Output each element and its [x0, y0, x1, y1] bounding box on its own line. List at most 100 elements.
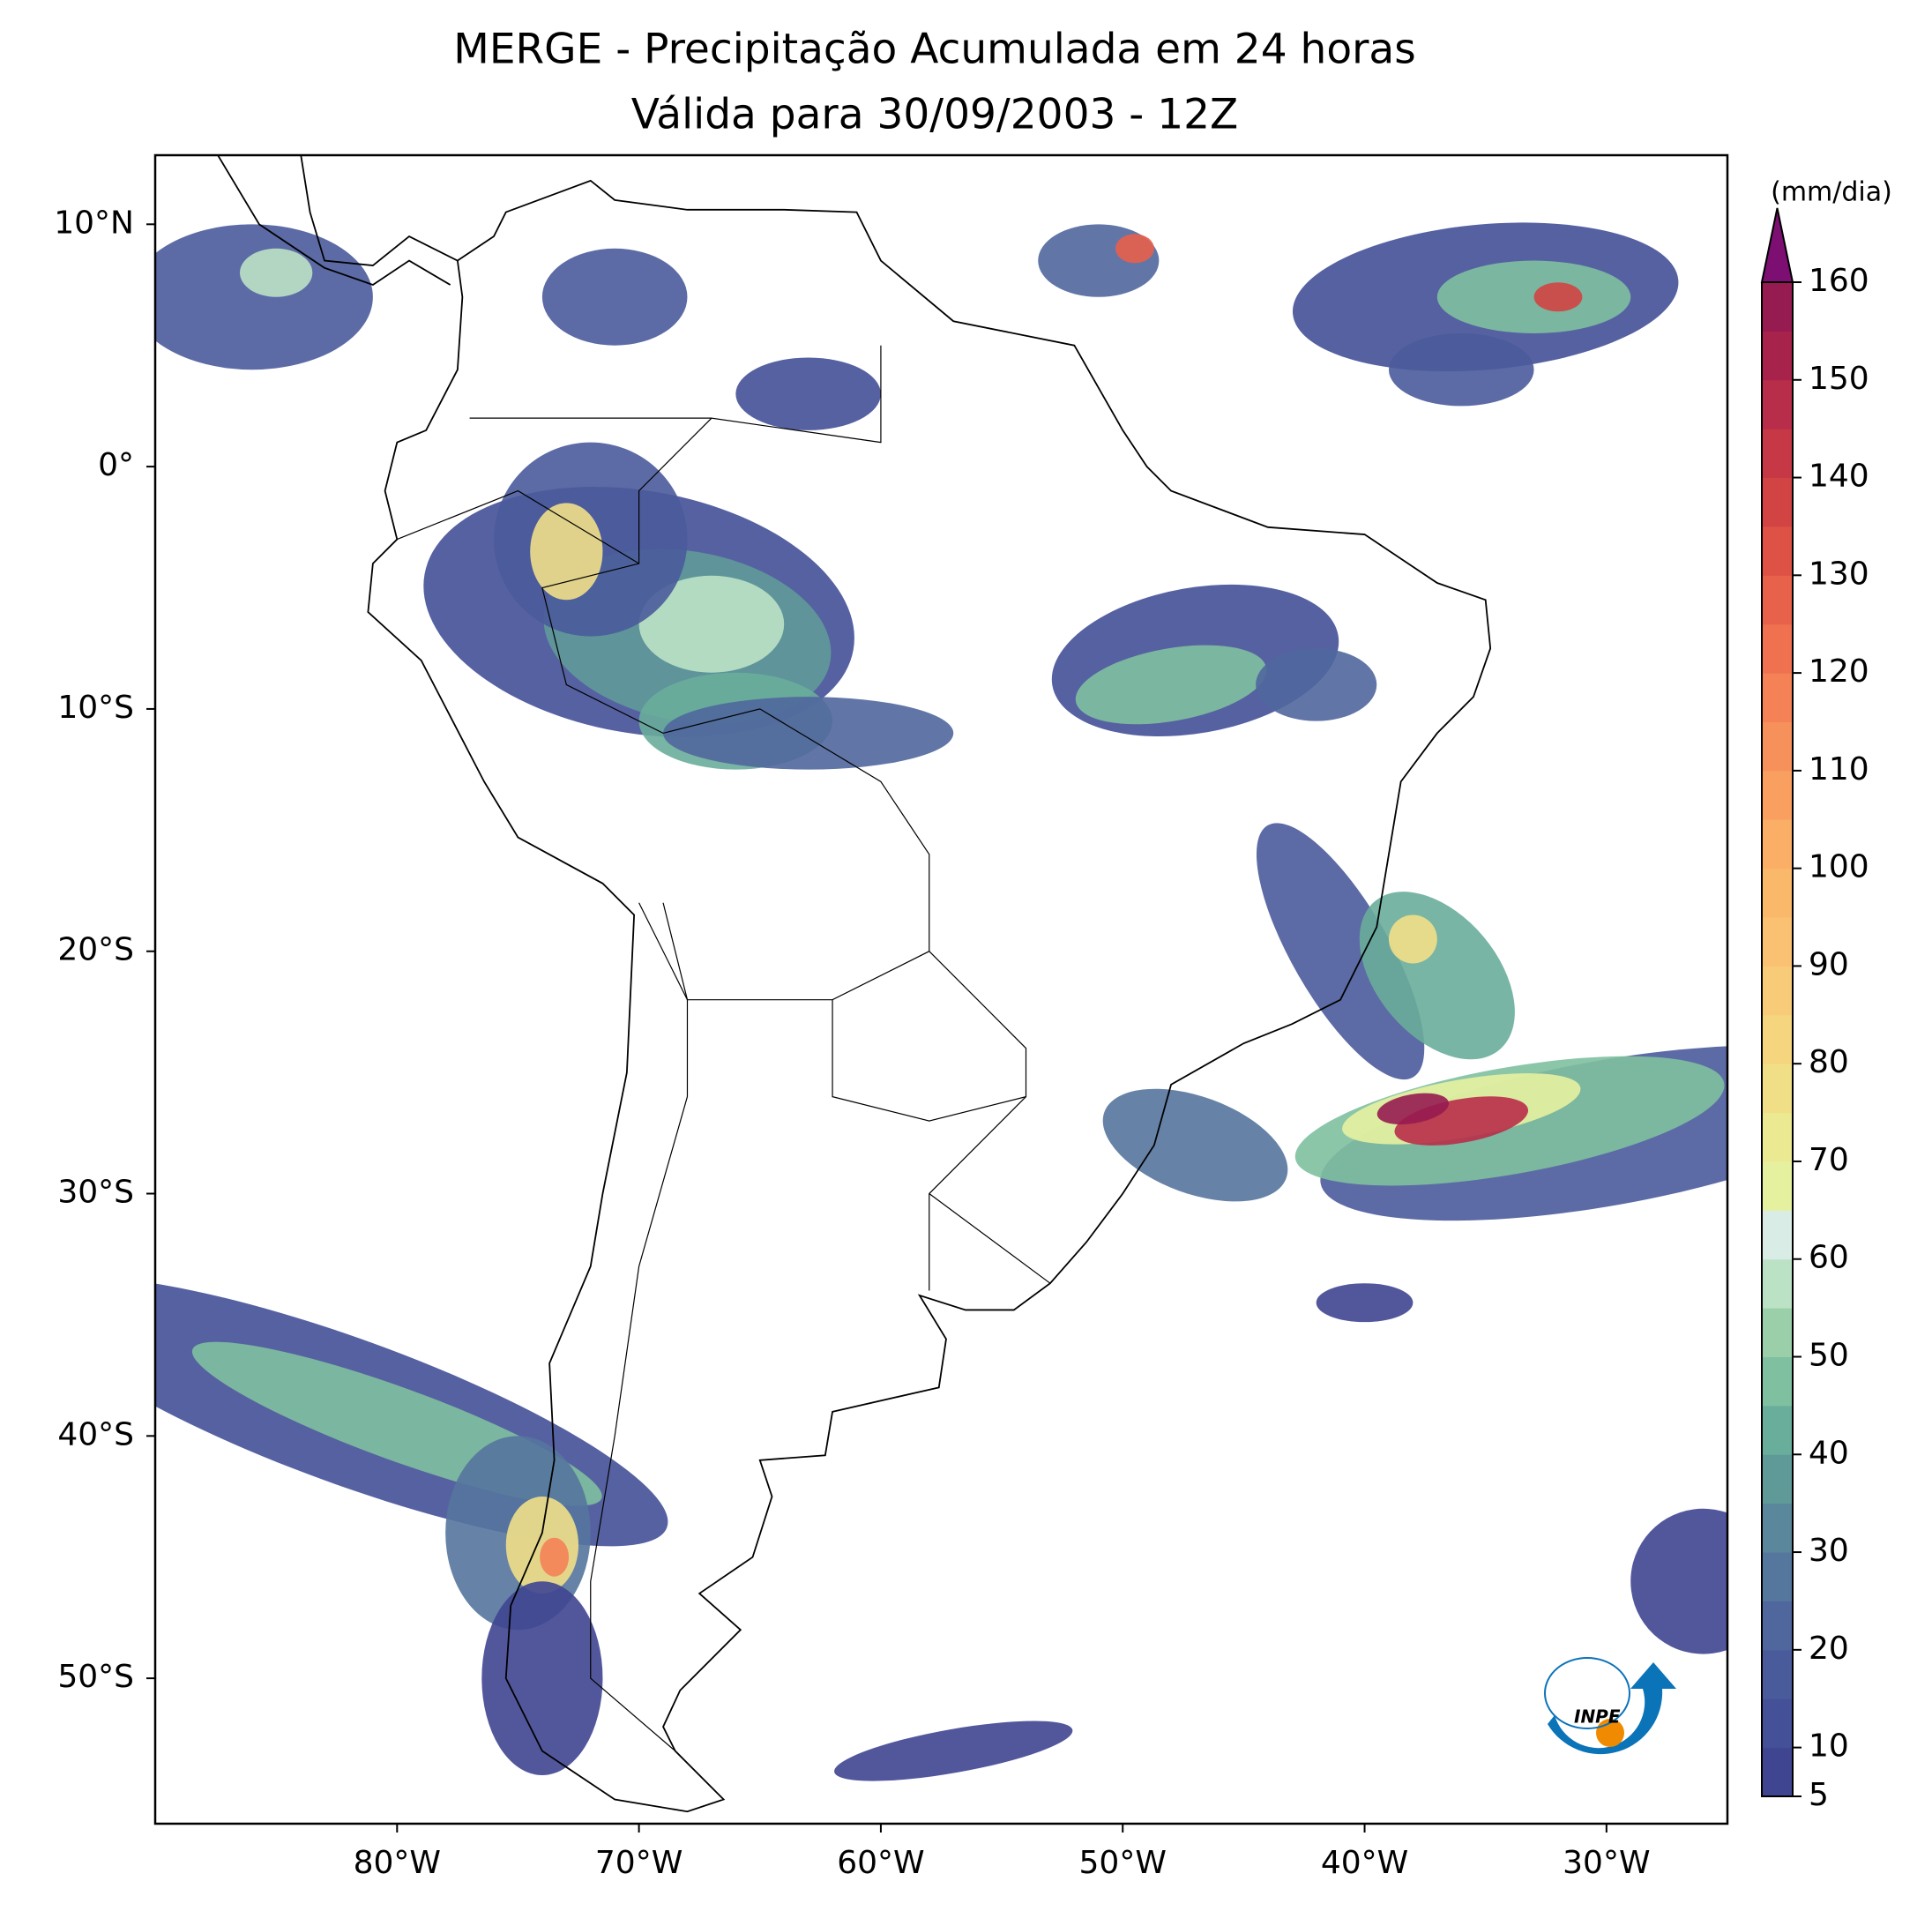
y-tick-label: 0°	[98, 447, 134, 483]
precip-area	[735, 357, 881, 430]
logo-ring	[1544, 1657, 1630, 1729]
x-tick-label: 30°W	[1563, 1845, 1650, 1881]
precip-area	[834, 1721, 1073, 1781]
precip-area	[1102, 1088, 1288, 1202]
precip-area	[481, 1581, 603, 1776]
colorbar-tick-label: 5	[1809, 1777, 1829, 1813]
x-tick-label: 50°W	[1079, 1845, 1167, 1881]
colorbar-tick-label: 10	[1809, 1728, 1849, 1765]
precip-area	[240, 248, 313, 297]
colorbar-tick-label: 50	[1809, 1338, 1849, 1374]
colorbar-band	[1762, 917, 1793, 967]
precip-area	[1256, 823, 1425, 1080]
x-tick-label: 70°W	[595, 1845, 683, 1881]
colorbar-band	[1762, 1356, 1793, 1407]
colorbar-band	[1762, 379, 1793, 429]
colorbar-tick-label: 70	[1809, 1142, 1849, 1178]
y-tick-label: 30°S	[57, 1175, 134, 1211]
colorbar-band	[1762, 1258, 1793, 1309]
x-tick-label: 60°W	[837, 1845, 924, 1881]
colorbar-tick-label: 60	[1809, 1240, 1849, 1276]
colorbar-tick-label: 150	[1809, 361, 1869, 397]
border	[541, 345, 930, 1001]
precip-area	[1075, 645, 1267, 725]
logo-text: INPE	[1574, 1706, 1621, 1728]
colorbar-band	[1762, 1112, 1793, 1162]
colorbar-band	[1762, 819, 1793, 870]
colorbar-band	[1762, 1503, 1793, 1553]
colorbar-band	[1762, 1454, 1793, 1504]
colorbar-band	[1762, 868, 1793, 918]
precip-area	[1115, 234, 1154, 264]
colorbar-band	[1762, 1747, 1793, 1797]
coastline	[300, 155, 1492, 1813]
inpe-logo: INPE	[1544, 1657, 1676, 1755]
colorbar-band	[1762, 526, 1793, 576]
y-tick-label: 10°S	[57, 690, 134, 726]
border	[929, 1193, 1051, 1284]
coastline	[216, 155, 451, 287]
colorbar-tick-label: 110	[1809, 751, 1869, 788]
colorbar-tick-label: 160	[1809, 263, 1869, 299]
precip-area	[1316, 1283, 1414, 1323]
colorbar-tick-label: 120	[1809, 653, 1869, 690]
precip-area	[1376, 1093, 1450, 1125]
colorbar-band	[1762, 282, 1793, 332]
colorbar-band	[1762, 1308, 1793, 1358]
colorbar-band	[1762, 331, 1793, 381]
precip-area	[638, 575, 785, 673]
colorbar-band	[1762, 1698, 1793, 1749]
precip-area	[663, 697, 954, 770]
colorbar-band	[1762, 1161, 1793, 1211]
precip-area	[1256, 648, 1377, 721]
border	[590, 902, 689, 1752]
colorbar-band	[1762, 673, 1793, 722]
map-area	[155, 155, 1727, 1813]
y-tick-label: 20°S	[57, 932, 134, 968]
map-frame	[153, 153, 1729, 1825]
colorbar-band	[1762, 575, 1793, 625]
colorbar-tick-label: 130	[1809, 556, 1869, 592]
precip-area	[155, 224, 373, 370]
colorbar-band	[1762, 1210, 1793, 1260]
colorbar-extend	[1760, 207, 1794, 283]
y-tick-label: 40°S	[57, 1416, 134, 1452]
colorbar-tick-label: 20	[1809, 1631, 1849, 1667]
colorbar-band	[1762, 477, 1793, 527]
precip-area	[530, 503, 603, 601]
colorbar-band	[1762, 1649, 1793, 1699]
colorbar-band	[1762, 1014, 1793, 1064]
precip-area	[1388, 914, 1437, 964]
border	[832, 951, 1027, 1122]
colorbar-band	[1762, 429, 1793, 479]
colorbar-band	[1762, 770, 1793, 820]
colorbar-band	[1762, 1552, 1793, 1601]
colorbar-band	[1762, 966, 1793, 1016]
colorbar-tick-label: 40	[1809, 1435, 1849, 1471]
title: MERGE - Precipitação Acumulada em 24 hor…	[453, 26, 1415, 74]
colorbar-band	[1762, 1601, 1793, 1651]
precip-area	[541, 248, 688, 346]
colorbar-tick-label: 80	[1809, 1044, 1849, 1080]
colorbar-tick-label: 90	[1809, 946, 1849, 982]
colorbar-band	[1762, 1064, 1793, 1114]
x-tick-label: 40°W	[1321, 1845, 1408, 1881]
precip-area	[1533, 282, 1583, 312]
colorbar-label: (mm/dia)	[1771, 177, 1892, 208]
colorbar-band	[1762, 721, 1793, 772]
y-tick-label: 10°N	[54, 205, 134, 241]
border	[929, 1096, 1026, 1291]
colorbar-tick-label: 140	[1809, 459, 1869, 495]
precip-area	[1388, 332, 1534, 407]
y-tick-label: 50°S	[57, 1659, 134, 1695]
colorbar-frame	[1761, 282, 1794, 1797]
colorbar-band	[1762, 1405, 1793, 1455]
colorbar-band	[1762, 623, 1793, 674]
x-tick-label: 80°W	[354, 1845, 441, 1881]
colorbar-tick-label: 30	[1809, 1533, 1849, 1569]
colorbar-tick-label: 100	[1809, 849, 1869, 885]
precip-area	[505, 1497, 579, 1594]
border	[397, 489, 639, 564]
precip-area	[1630, 1508, 1727, 1654]
